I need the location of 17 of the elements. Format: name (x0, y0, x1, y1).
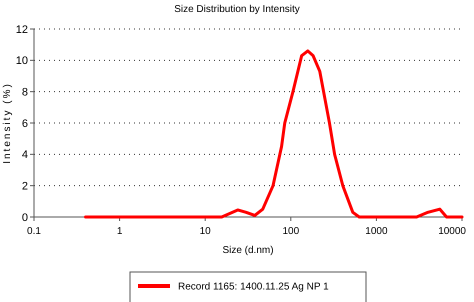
y-tick-label: 0 (22, 212, 28, 224)
x-tick-label: 10 (200, 226, 212, 237)
y-tick-label: 10 (16, 55, 28, 68)
chart-title: Size Distribution by Intensity (174, 4, 300, 15)
y-axis-title: Intensity (%) (2, 82, 13, 164)
x-tick-label: 1 (116, 226, 123, 237)
y-tick-label: 6 (22, 118, 28, 130)
y-tick-label: 2 (22, 180, 28, 193)
x-axis-title: Size (d.nm) (222, 245, 274, 256)
x-tick-label: 100 (282, 226, 300, 237)
x-tick-label: 1000 (365, 226, 388, 237)
y-tick-label: 8 (22, 86, 28, 99)
y-tick-label: 12 (16, 24, 28, 36)
legend-label: Record 1165: 1400.11.25 Ag NP 1 (178, 282, 330, 292)
x-tick-label: 10000 (438, 226, 466, 237)
y-tick-label: 4 (22, 149, 28, 162)
x-tick-label: 0.1 (27, 226, 42, 237)
